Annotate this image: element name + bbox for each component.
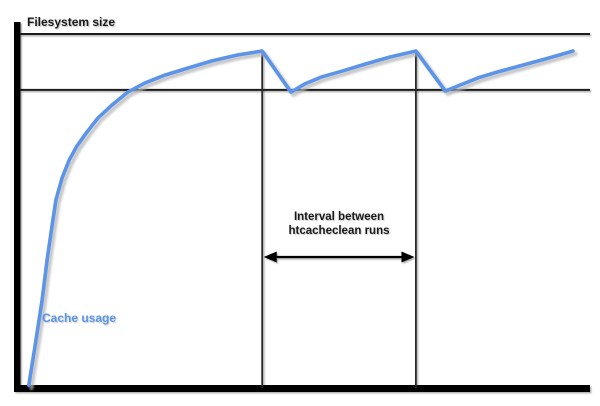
interval-annotation: Interval between htcacheclean runs — [262, 211, 416, 238]
interval-annotation-line1: Interval between — [293, 211, 385, 223]
filesystem-size-label: Filesystem size — [27, 15, 116, 29]
x-axis — [14, 385, 590, 392]
reference-lines — [20, 33, 590, 91]
cache-usage-curve — [26, 49, 578, 391]
interval-annotation-line2: htcacheclean runs — [288, 224, 390, 237]
htcacheclean-event-lines — [261, 51, 417, 388]
y-axis — [14, 22, 21, 392]
interval-arrow — [263, 251, 415, 263]
cache-usage-label: Cache usage — [42, 311, 117, 325]
axes — [14, 22, 590, 392]
